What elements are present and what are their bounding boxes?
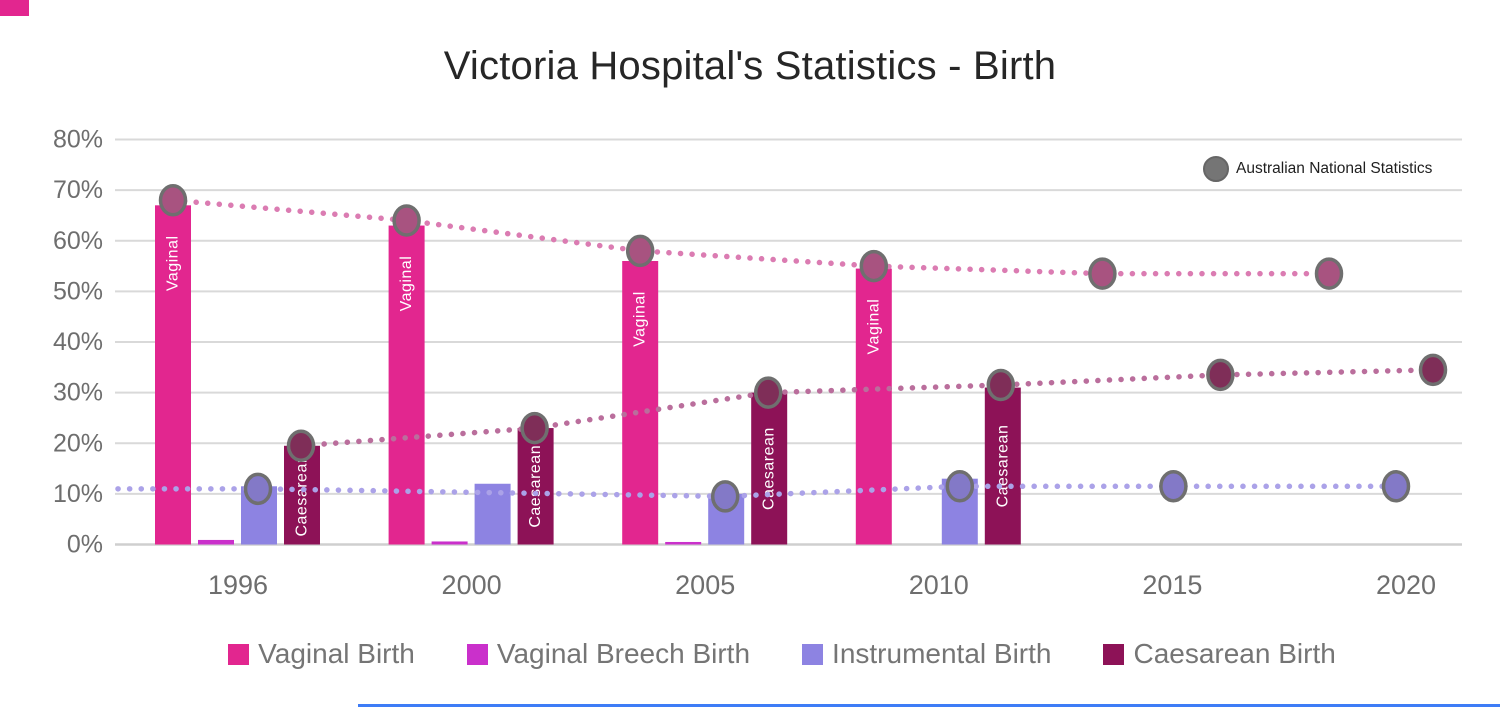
bar-label: Vaginal [865,299,882,355]
chart-title: Victoria Hospital's Statistics - Birth [443,44,1057,88]
y-axis-tick-label: 80% [53,126,103,154]
bar-caesarean-birth [517,428,554,545]
instrumental-birth-swatch-icon [802,643,824,665]
bar-caesarean-birth [751,392,788,545]
legend-item-vaginal-birth: Vaginal Birth [228,638,415,670]
chart-legend: Vaginal Birth Vaginal Breech Birth Instr… [32,638,1500,670]
legend-label: Vaginal Birth [258,638,415,669]
national-data-marker [945,470,975,503]
national-data-marker [1088,257,1117,290]
national-data-marker [1381,470,1411,503]
national-data-marker [1314,257,1344,290]
y-axis-tick-label: 10% [53,480,103,508]
national-data-marker [1418,353,1448,387]
y-axis-tick-label: 40% [53,328,103,356]
national-statistics-marker-icon [1203,156,1229,182]
bar-vaginal-breech-birth [665,541,702,545]
y-axis-tick-label: 0% [67,531,103,559]
national-data-marker [625,234,655,268]
bar-caesarean-birth [284,445,320,545]
national-data-marker [158,184,188,217]
national-data-marker [986,368,1016,402]
legend-label: Instrumental Birth [832,638,1052,669]
national-data-marker [710,480,740,513]
bar-instrumental-birth [474,483,511,545]
bar-label: Vaginal [165,235,182,291]
national-data-marker [859,249,889,283]
vaginal-breech-birth-swatch-icon [466,643,488,665]
bottom-accent-line [358,704,1500,707]
national-data-marker [243,472,273,506]
national-statistics-legend: Australian National Statistics [1203,156,1432,182]
bar-label: Caesarean [294,454,311,537]
national-data-marker [753,376,783,409]
x-axis-tick-label: 2020 [1376,570,1436,600]
caesarean-birth-swatch-icon [1103,643,1125,665]
bar-vaginal-birth [855,268,892,545]
x-axis-tick-label: 2005 [675,570,735,600]
bar-label: Caesarean [527,445,544,528]
national-data-marker [520,411,549,445]
bar-label: Caesarean [994,425,1011,508]
national-statistics-legend-label: Australian National Statistics [1236,160,1433,177]
national-trend-line [115,483,1399,500]
bar-vaginal-breech-birth [198,539,234,545]
y-axis-tick-label: 50% [53,277,103,305]
national-data-marker [286,429,316,463]
x-axis-tick-label: 1996 [208,570,268,600]
bar-label: Vaginal [632,291,649,347]
bar-label: Vaginal [398,256,415,312]
bar-vaginal-breech-birth [431,541,468,545]
legend-item-instrumental-birth: Instrumental Birth [802,638,1051,670]
corner-color-swatch [0,0,29,16]
x-axis-tick-label: 2010 [909,570,969,600]
bar-label: Caesarean [761,427,778,510]
x-axis-tick-label: 2015 [1142,570,1202,600]
y-axis-tick-label: 30% [53,379,103,407]
bar-caesarean-birth [984,387,1021,545]
national-data-marker [1159,470,1188,503]
y-axis-tick-label: 60% [53,227,103,255]
legend-item-vaginal-breech-birth: Vaginal Breech Birth [466,638,751,670]
legend-item-caesarean-birth: Caesarean Birth [1103,638,1336,670]
national-data-marker [1206,358,1235,392]
y-axis-tick-label: 70% [53,176,103,204]
legend-label: Vaginal Breech Birth [496,638,751,669]
y-axis-tick-label: 20% [53,429,103,457]
x-axis-tick-label: 2000 [442,570,502,600]
vaginal-birth-swatch-icon [228,643,250,665]
national-trend-line [298,367,1436,449]
legend-label: Caesarean Birth [1133,638,1336,669]
national-trend-line [170,197,1332,277]
national-data-marker [392,204,421,237]
